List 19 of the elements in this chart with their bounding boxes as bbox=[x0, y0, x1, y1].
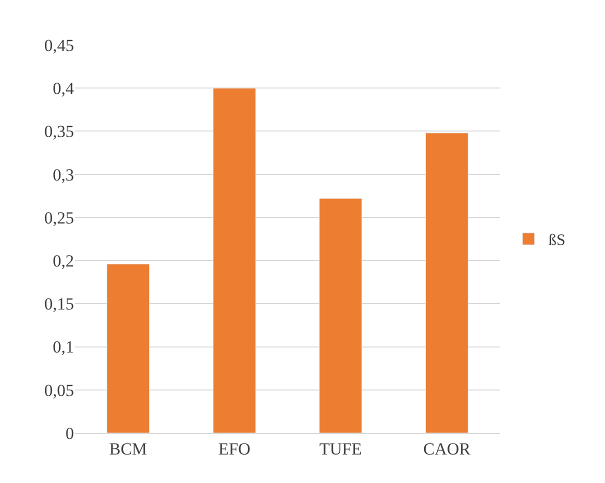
x-tick-label: TUFE bbox=[319, 439, 362, 458]
y-tick-label: 0,4 bbox=[52, 79, 74, 98]
y-tick-label: 0,15 bbox=[44, 294, 74, 314]
y-tick-label: 0 bbox=[66, 424, 74, 443]
y-tick-label: 0,35 bbox=[44, 122, 74, 142]
y-tick-label: 0,45 bbox=[44, 36, 74, 55]
y-tick-label: 0,25 bbox=[44, 208, 74, 228]
x-tick-label: CAOR bbox=[423, 439, 472, 458]
x-tick-label: EFO bbox=[218, 439, 250, 458]
y-tick-label: 0,2 bbox=[52, 252, 74, 271]
legend-label: ßS bbox=[548, 232, 566, 250]
x-tick-label: BCM bbox=[109, 439, 148, 458]
y-tick-label: 0,3 bbox=[52, 165, 74, 184]
bar bbox=[425, 132, 468, 433]
y-tick-label: 0,1 bbox=[52, 338, 74, 357]
bar bbox=[106, 264, 150, 433]
bar bbox=[319, 198, 362, 433]
bar bbox=[212, 88, 256, 433]
y-tick-label: 0,05 bbox=[44, 380, 74, 400]
